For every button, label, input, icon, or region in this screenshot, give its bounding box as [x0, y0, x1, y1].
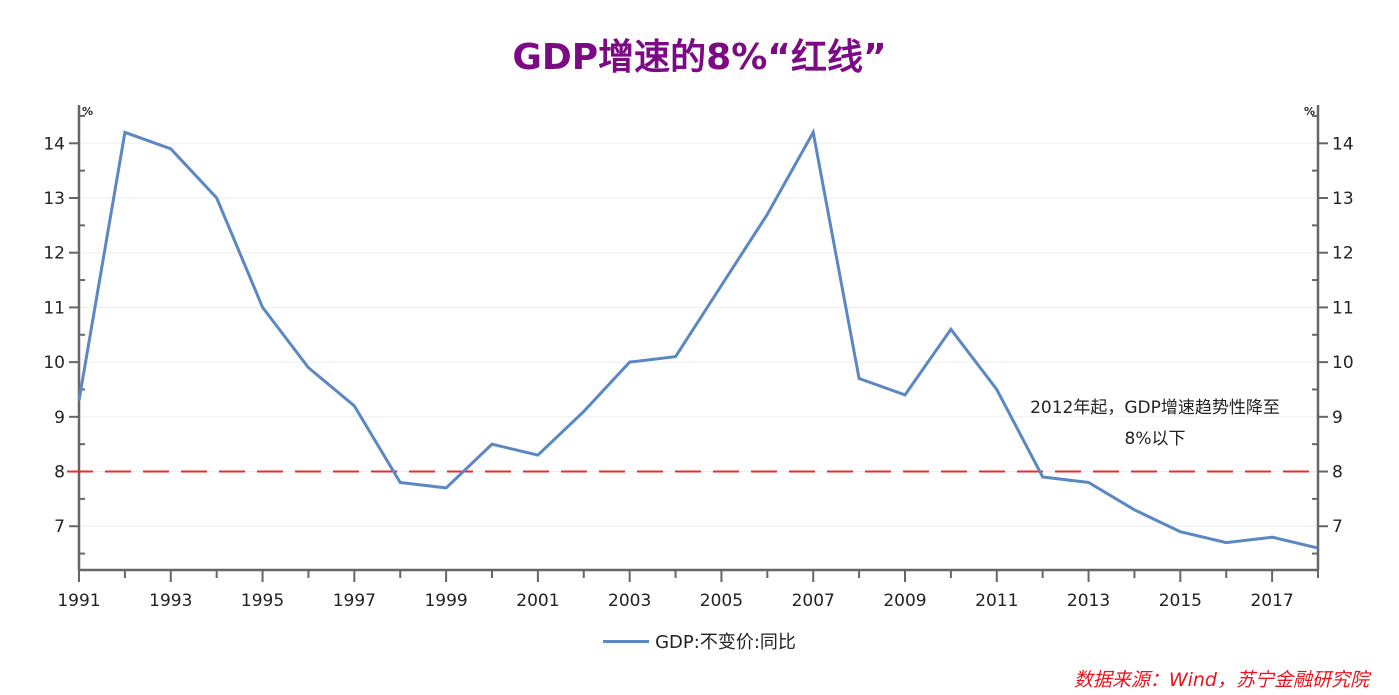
- x-tick-label: 2001: [516, 591, 559, 611]
- x-tick-label: 1995: [241, 591, 284, 611]
- y-tick-label: 12: [43, 244, 65, 264]
- annotation-text-line2: 8%以下: [1125, 429, 1186, 449]
- left-unit-label: %: [82, 105, 93, 118]
- x-tick-label: 1997: [333, 591, 376, 611]
- y-tick-label: 10: [43, 353, 65, 373]
- y-tick-label: 13: [43, 189, 65, 209]
- chart-title: GDP增速的8%“红线”: [512, 37, 887, 78]
- x-tick-label: 2009: [883, 591, 926, 611]
- x-tick-label: 1993: [149, 591, 192, 611]
- x-tick-label: 2007: [792, 591, 835, 611]
- x-tick-label: 1999: [424, 591, 467, 611]
- x-tick-label: 2003: [608, 591, 651, 611]
- x-tick-label: 2015: [1159, 591, 1202, 611]
- y-tick-label: 9: [1332, 408, 1343, 428]
- y-tick-label: 11: [43, 298, 65, 318]
- y-tick-label: 12: [1332, 244, 1354, 264]
- gdp-growth-series-line: [77, 128, 1319, 550]
- annotation-text-line1: 2012年起，GDP增速趋势性降至: [1030, 398, 1280, 418]
- y-tick-label: 14: [43, 134, 65, 154]
- x-tick-label: 2017: [1250, 591, 1293, 611]
- y-tick-label: 7: [1332, 517, 1343, 537]
- legend: GDP:不变价:同比: [0, 628, 1399, 654]
- right-unit-label: %: [1304, 105, 1315, 118]
- y-tick-label: 11: [1332, 298, 1354, 318]
- y-tick-label: 13: [1332, 189, 1354, 209]
- x-tick-label: 1991: [57, 591, 100, 611]
- y-tick-label: 10: [1332, 353, 1354, 373]
- y-tick-label: 7: [54, 517, 65, 537]
- legend-label: GDP:不变价:同比: [655, 632, 796, 653]
- source-note: 数据来源：Wind，苏宁金融研究院: [1073, 669, 1369, 691]
- legend-line-icon: [603, 639, 650, 643]
- y-tick-label: 14: [1332, 134, 1354, 154]
- y-tick-label: 8: [1332, 463, 1343, 483]
- y-tick-label: 9: [54, 408, 65, 428]
- x-tick-label: 2005: [700, 591, 743, 611]
- x-tick-label: 2011: [975, 591, 1018, 611]
- x-tick-label: 2013: [1067, 591, 1110, 611]
- y-tick-label: 8: [54, 463, 65, 483]
